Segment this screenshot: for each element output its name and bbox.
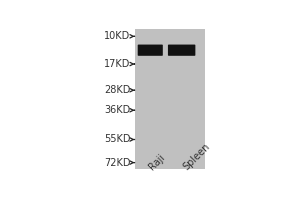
Text: 10KD: 10KD xyxy=(104,31,130,41)
Text: 28KD: 28KD xyxy=(104,85,130,95)
Text: Raji: Raji xyxy=(147,152,166,172)
Text: 55KD: 55KD xyxy=(104,134,130,144)
FancyBboxPatch shape xyxy=(168,45,195,56)
Text: Spleen: Spleen xyxy=(182,141,212,172)
Text: 17KD: 17KD xyxy=(104,59,130,69)
Text: 36KD: 36KD xyxy=(104,105,130,115)
FancyBboxPatch shape xyxy=(138,45,163,56)
Text: 72KD: 72KD xyxy=(104,158,130,168)
Bar xyxy=(135,29,205,169)
